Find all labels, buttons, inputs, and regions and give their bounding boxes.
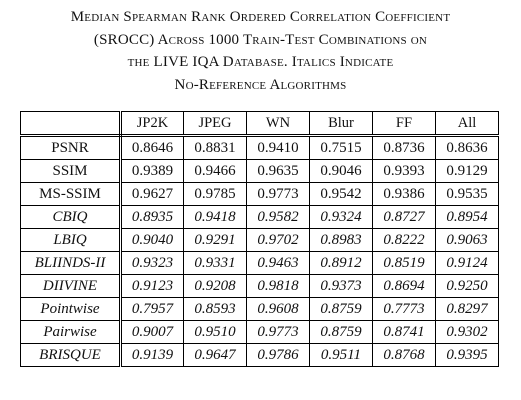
algorithm-name: SSIM xyxy=(20,159,122,183)
table-row: DIIVINE 0.9123 0.9208 0.9818 0.9373 0.8694 0.9… xyxy=(20,274,499,298)
srocc-value: 0.8935 xyxy=(120,205,184,229)
srocc-value: 0.9040 xyxy=(120,228,184,252)
srocc-value: 0.9324 xyxy=(309,205,373,229)
srocc-value: 0.8593 xyxy=(183,297,247,321)
srocc-value: 0.9386 xyxy=(372,182,436,206)
table-row: SSIM 0.9389 0.9466 0.9635 0.9046 0.9393 0.9129 xyxy=(20,159,499,183)
srocc-value: 0.7515 xyxy=(309,135,373,160)
column-header: Blur xyxy=(309,111,373,137)
table-row: Pairwise 0.9007 0.9510 0.9773 0.8759 0.8741 0.… xyxy=(20,320,499,344)
algorithm-name: Pairwise xyxy=(20,320,122,344)
srocc-value: 0.7773 xyxy=(372,297,436,321)
column-header: All xyxy=(435,111,499,137)
srocc-value: 0.7957 xyxy=(120,297,184,321)
table-caption: Median Spearman Rank Ordered Correlation… xyxy=(0,6,521,96)
srocc-value: 0.8831 xyxy=(183,135,247,160)
srocc-value: 0.9785 xyxy=(183,182,247,206)
corner-cell xyxy=(20,111,122,137)
srocc-value: 0.9818 xyxy=(246,274,310,298)
srocc-value: 0.9466 xyxy=(183,159,247,183)
column-header: JP2K xyxy=(120,111,184,137)
algorithm-name: BRISQUE xyxy=(20,343,122,367)
algorithm-name: MS-SSIM xyxy=(20,182,122,206)
table-row: BRISQUE 0.9139 0.9647 0.9786 0.9511 0.8768 0.9… xyxy=(20,343,499,367)
srocc-value: 0.9291 xyxy=(183,228,247,252)
srocc-value: 0.9129 xyxy=(435,159,499,183)
srocc-value: 0.8222 xyxy=(372,228,436,252)
srocc-value: 0.9463 xyxy=(246,251,310,275)
caption-line-4: No-Reference Algorithms xyxy=(174,76,347,93)
srocc-value: 0.9373 xyxy=(309,274,373,298)
column-header: FF xyxy=(372,111,436,137)
table-row: CBIQ 0.8935 0.9418 0.9582 0.9324 0.8727 0.8954 xyxy=(20,205,499,229)
srocc-value: 0.9139 xyxy=(120,343,184,367)
srocc-value: 0.8912 xyxy=(309,251,373,275)
header-row: JP2K JPEG WN Blur FF All xyxy=(20,111,499,137)
srocc-value: 0.9208 xyxy=(183,274,247,298)
algorithm-name: Pointwise xyxy=(20,297,122,321)
srocc-value: 0.9410 xyxy=(246,135,310,160)
srocc-value: 0.8694 xyxy=(372,274,436,298)
srocc-value: 0.9418 xyxy=(183,205,247,229)
srocc-value: 0.9063 xyxy=(435,228,499,252)
srocc-value: 0.9608 xyxy=(246,297,310,321)
srocc-value: 0.9535 xyxy=(435,182,499,206)
srocc-value: 0.8727 xyxy=(372,205,436,229)
srocc-value: 0.8297 xyxy=(435,297,499,321)
algorithm-name: LBIQ xyxy=(20,228,122,252)
srocc-value: 0.8954 xyxy=(435,205,499,229)
srocc-value: 0.9302 xyxy=(435,320,499,344)
srocc-value: 0.9542 xyxy=(309,182,373,206)
table-row: BLIINDS-II 0.9323 0.9331 0.9463 0.8912 0.8519… xyxy=(20,251,499,275)
algorithm-name: PSNR xyxy=(20,135,122,160)
algorithm-name: CBIQ xyxy=(20,205,122,229)
table-body: PSNR 0.8646 0.8831 0.9410 0.7515 0.8736 0.8636… xyxy=(20,135,499,367)
algorithm-name: BLIINDS-II xyxy=(20,251,122,275)
srocc-value: 0.9395 xyxy=(435,343,499,367)
column-header: JPEG xyxy=(183,111,247,137)
srocc-value: 0.8736 xyxy=(372,135,436,160)
srocc-value: 0.9786 xyxy=(246,343,310,367)
table-row: MS-SSIM 0.9627 0.9785 0.9773 0.9542 0.9386 0.9… xyxy=(20,182,499,206)
caption-line-2: (SROCC) Across 1000 Train-Test Combinati… xyxy=(93,31,428,48)
srocc-value: 0.8983 xyxy=(309,228,373,252)
srocc-value: 0.9323 xyxy=(120,251,184,275)
srocc-value: 0.9331 xyxy=(183,251,247,275)
srocc-value: 0.9046 xyxy=(309,159,373,183)
srocc-value: 0.8759 xyxy=(309,297,373,321)
srocc-value: 0.9389 xyxy=(120,159,184,183)
srocc-value: 0.8759 xyxy=(309,320,373,344)
srocc-value: 0.9773 xyxy=(246,182,310,206)
srocc-value: 0.9511 xyxy=(309,343,373,367)
srocc-value: 0.9773 xyxy=(246,320,310,344)
srocc-value: 0.9124 xyxy=(435,251,499,275)
algorithm-name: DIIVINE xyxy=(20,274,122,298)
caption-line-1: Median Spearman Rank Ordered Correlation… xyxy=(70,9,451,25)
srocc-value: 0.9007 xyxy=(120,320,184,344)
srocc-value: 0.8646 xyxy=(120,135,184,160)
srocc-value: 0.9635 xyxy=(246,159,310,183)
srocc-value: 0.9647 xyxy=(183,343,247,367)
srocc-value: 0.8636 xyxy=(435,135,499,160)
srocc-value: 0.8519 xyxy=(372,251,436,275)
table-row: Pointwise 0.7957 0.8593 0.9608 0.8759 0.7773 0… xyxy=(20,297,499,321)
srocc-value: 0.9250 xyxy=(435,274,499,298)
srocc-value: 0.8741 xyxy=(372,320,436,344)
column-header: WN xyxy=(246,111,310,137)
table-row: LBIQ 0.9040 0.9291 0.9702 0.8983 0.8222 0.9063 xyxy=(20,228,499,252)
caption-line-3: the LIVE IQA Database. Italics Indicate xyxy=(127,54,394,70)
srocc-value: 0.8768 xyxy=(372,343,436,367)
srocc-value: 0.9627 xyxy=(120,182,184,206)
srocc-value: 0.9510 xyxy=(183,320,247,344)
table-row: PSNR 0.8646 0.8831 0.9410 0.7515 0.8736 0.8636 xyxy=(20,135,499,160)
srocc-value: 0.9582 xyxy=(246,205,310,229)
srocc-results-table: JP2K JPEG WN Blur FF All PSNR 0.8646 0.883… xyxy=(20,111,499,367)
srocc-value: 0.9123 xyxy=(120,274,184,298)
srocc-value: 0.9702 xyxy=(246,228,310,252)
srocc-value: 0.9393 xyxy=(372,159,436,183)
